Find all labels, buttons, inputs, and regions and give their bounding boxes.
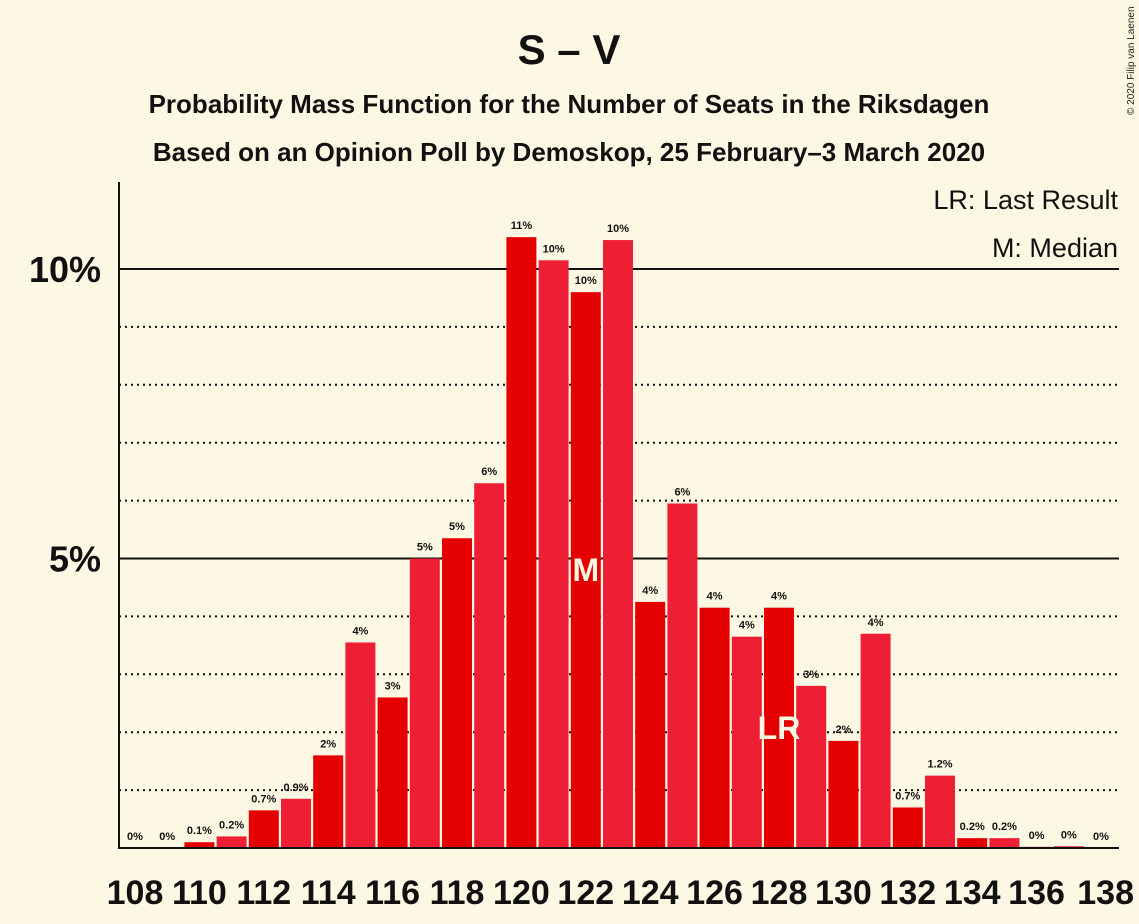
bar-value-label: 0.2% <box>992 821 1017 833</box>
x-axis-ticks: 108 110 112 114 116 118 120 122 124 126 128 130 132 1… <box>107 874 1134 912</box>
bar-value-label: 6% <box>674 486 690 498</box>
x-tick-label: 114 <box>301 874 356 912</box>
bar <box>764 607 794 848</box>
chart-subtitle: Probability Mass Function for the Number… <box>149 89 990 119</box>
bar-value-label: 3% <box>803 669 819 681</box>
bar-value-label: 5% <box>449 521 465 533</box>
x-tick-label: 120 <box>493 874 550 912</box>
markers: M LR <box>572 552 800 746</box>
bar <box>216 836 247 848</box>
legend-median: M: Median <box>992 233 1118 263</box>
bar <box>635 601 666 848</box>
median-marker: M <box>572 552 599 588</box>
x-tick-label: 124 <box>622 874 679 912</box>
y-axis-ticks: 5% 10% <box>29 249 101 580</box>
y-tick-label: 10% <box>29 249 101 290</box>
bar-value-label: 0.1% <box>187 825 212 837</box>
bar <box>442 538 472 848</box>
chart-title: S – V <box>518 26 621 73</box>
bar-value-label: 2% <box>835 724 851 736</box>
bar-value-label: 4% <box>707 591 723 603</box>
last-result-marker: LR <box>758 710 801 746</box>
bar <box>828 740 859 848</box>
bar-value-label: 4% <box>771 591 787 603</box>
bar <box>409 558 440 848</box>
bar-value-label: 10% <box>543 243 565 255</box>
x-tick-label: 108 <box>107 874 164 912</box>
bar-value-label: 0.9% <box>283 782 308 794</box>
x-tick-label: 134 <box>944 874 1001 912</box>
bar-value-label: 0% <box>1029 830 1045 842</box>
bar <box>506 237 537 848</box>
bar-value-label: 2% <box>320 738 336 750</box>
x-tick-label: 136 <box>1008 874 1065 912</box>
bar <box>989 838 1020 848</box>
bar-value-label: 10% <box>575 275 597 287</box>
bar-value-label: 4% <box>352 625 368 637</box>
bar-value-label: 5% <box>417 542 433 554</box>
legend-last-result: LR: Last Result <box>933 185 1118 215</box>
bar-value-label: 4% <box>642 585 658 597</box>
bar <box>377 697 408 848</box>
bar <box>699 607 730 848</box>
x-tick-label: 132 <box>879 874 936 912</box>
bar <box>345 642 376 848</box>
bar-value-label: 11% <box>511 220 533 232</box>
bar <box>538 260 569 848</box>
bar <box>925 775 955 848</box>
x-tick-label: 126 <box>686 874 743 912</box>
copyright-note: © 2020 Filip van Laenen <box>1126 6 1137 115</box>
x-tick-label: 130 <box>815 874 872 912</box>
bar <box>667 503 698 848</box>
x-tick-label: 128 <box>751 874 808 912</box>
bar-value-label: 4% <box>739 620 755 632</box>
bar-value-label: 10% <box>607 223 629 235</box>
bar <box>248 810 279 848</box>
bar-value-label: 0.2% <box>219 819 244 831</box>
bar-value-label: 0% <box>1093 831 1109 843</box>
x-tick-label: 118 <box>430 874 485 912</box>
y-tick-label: 5% <box>49 539 101 580</box>
bar-value-label: 4% <box>868 617 884 629</box>
chart-subtitle-2: Based on an Opinion Poll by Demoskop, 25… <box>153 137 985 167</box>
bar <box>474 483 505 848</box>
bar <box>731 636 762 848</box>
bar <box>603 240 633 849</box>
x-tick-label: 122 <box>557 874 614 912</box>
x-tick-label: 116 <box>365 874 420 912</box>
bar <box>957 838 988 848</box>
bar <box>313 755 344 848</box>
bar <box>184 842 215 848</box>
x-tick-label: 110 <box>172 874 227 912</box>
bars <box>184 237 1084 849</box>
bar <box>281 798 311 848</box>
bar <box>892 807 923 848</box>
bar-value-label: 0% <box>159 831 175 843</box>
bar-value-label: 0.2% <box>960 821 985 833</box>
bar <box>570 292 601 848</box>
bar-value-label: 0% <box>127 831 143 843</box>
bar-value-label: 0.7% <box>251 793 276 805</box>
bar-value-label: 1.2% <box>927 759 952 771</box>
bar <box>860 633 891 848</box>
bar-value-label: 6% <box>481 466 497 478</box>
bar-value-label: 0.7% <box>895 790 920 802</box>
bar <box>796 685 827 848</box>
x-tick-label: 112 <box>236 874 291 912</box>
x-tick-label: 138 <box>1077 874 1134 912</box>
data-labels: 0% 0% 0.1% 0.2% 0.7% 0.9% 2% 4% 3% 5% 5% 6% 11% 10% 10… <box>127 220 1109 843</box>
bar-value-label: 3% <box>385 680 401 692</box>
bar-value-label: 0% <box>1061 829 1077 841</box>
